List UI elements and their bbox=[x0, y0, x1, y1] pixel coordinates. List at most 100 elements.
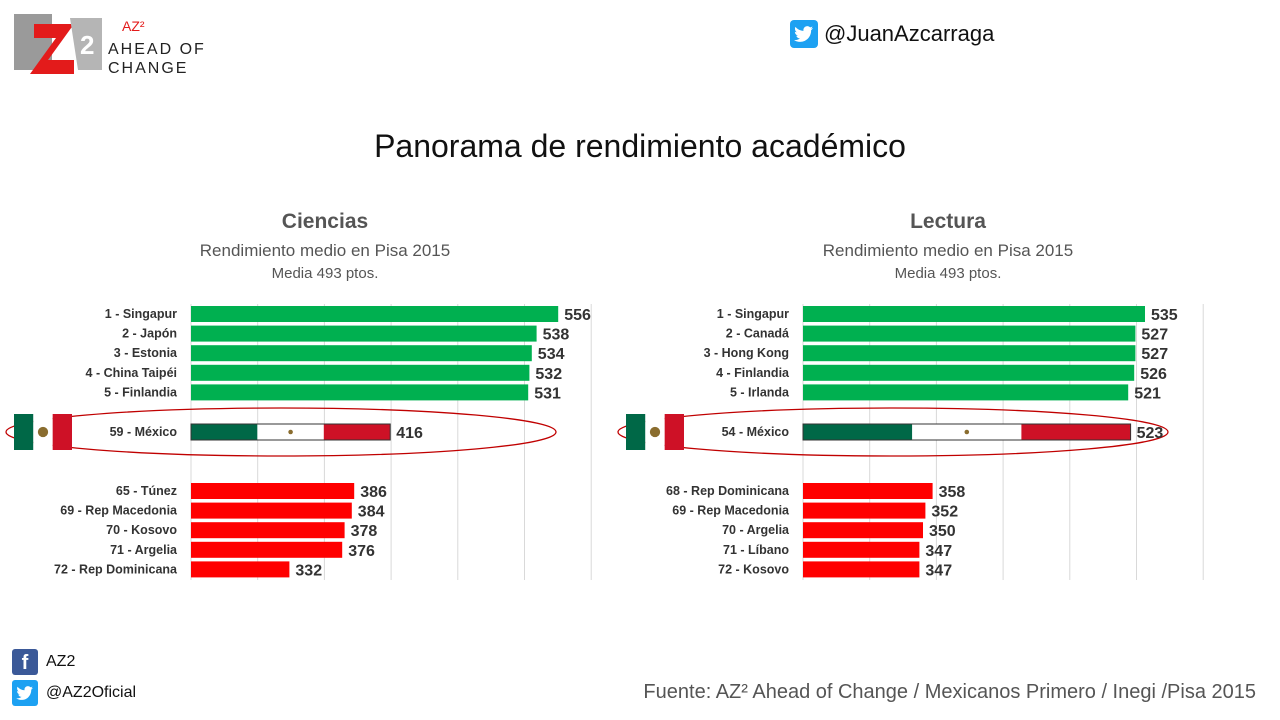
facebook-text: AZ2 bbox=[46, 653, 76, 670]
lectura-bar-6 bbox=[803, 483, 933, 499]
ciencias-mexico-ellipse bbox=[5, 407, 557, 457]
lectura-mexico-bar bbox=[803, 424, 1131, 440]
lectura-label-10: 72 - Kosovo bbox=[718, 562, 789, 576]
lectura-bar-9 bbox=[803, 541, 920, 558]
ciencias-mexico-flag-icon-green bbox=[14, 414, 34, 450]
ciencias-value-2: 534 bbox=[538, 346, 565, 363]
lectura-value-4: 521 bbox=[1134, 385, 1161, 402]
lectura-bar-7 bbox=[803, 502, 926, 519]
lectura-label-8: 70 - Argelia bbox=[722, 523, 790, 537]
ciencias-label-1: 2 - Japón bbox=[122, 327, 177, 341]
source-note: Fuente: AZ² Ahead of Change / Mexicanos … bbox=[643, 681, 1256, 703]
twitter-footer-icon bbox=[12, 680, 38, 706]
lectura-value-10: 347 bbox=[925, 562, 952, 579]
twitter-handle-text: @JuanAzcarraga bbox=[824, 21, 995, 46]
ciencias-mexico-flag-icon bbox=[14, 414, 72, 450]
ciencias-label-8: 70 - Kosovo bbox=[106, 523, 177, 537]
lectura-value-6: 358 bbox=[939, 484, 966, 501]
lectura-value-7: 352 bbox=[931, 504, 958, 521]
twitter-footer-link[interactable]: @AZ2Oficial bbox=[12, 680, 136, 706]
ciencias-value-6: 386 bbox=[360, 484, 387, 501]
ciencias-label-10: 72 - Rep Dominicana bbox=[54, 562, 178, 576]
lectura-value-1: 527 bbox=[1141, 327, 1168, 344]
ciencias-bar-1 bbox=[191, 325, 537, 342]
lectura-mexico-flag-icon bbox=[626, 414, 684, 450]
lectura-mexico-flag-icon-red bbox=[664, 414, 684, 450]
ciencias-bar-8 bbox=[191, 522, 345, 539]
ciencias-bar-9 bbox=[191, 541, 343, 558]
lectura-value-8: 350 bbox=[929, 523, 956, 540]
lectura-mexico-bar-green bbox=[803, 424, 913, 440]
page-title: Panorama de rendimiento académico bbox=[374, 128, 906, 164]
ciencias-label-9: 71 - Argelia bbox=[110, 543, 178, 557]
ciencias-chart: 1 - Singapur 556 2 - Japón 538 3 - Estonia 53… bbox=[5, 304, 592, 580]
ciencias-label-7: 69 - Rep Macedonia bbox=[60, 504, 178, 518]
ciencias-subtitle: Rendimiento medio en Pisa 2015 bbox=[199, 241, 451, 260]
lectura-label-6: 68 - Rep Dominicana bbox=[666, 484, 790, 498]
ciencias-bar-4 bbox=[191, 384, 529, 401]
logo-line-1: AHEAD OF bbox=[108, 41, 206, 58]
ciencias-value-7: 384 bbox=[358, 504, 385, 521]
lectura-value-5: 523 bbox=[1137, 425, 1164, 442]
ciencias-mexico-bar-outline bbox=[190, 423, 391, 441]
lectura-bar-0 bbox=[803, 306, 1145, 322]
lectura-label-7: 69 - Rep Macedonia bbox=[672, 504, 790, 518]
ciencias-bar-7 bbox=[191, 502, 352, 519]
ciencias-value-3: 532 bbox=[535, 366, 562, 383]
ciencias-mexico-flag-icon-red bbox=[52, 414, 72, 450]
lectura-label-9: 71 - Líbano bbox=[723, 543, 789, 557]
lectura-value-9: 347 bbox=[925, 543, 952, 560]
lectura-label-0: 1 - Singapur bbox=[717, 307, 789, 321]
lectura-mexico-ellipse bbox=[617, 407, 1169, 457]
lectura-mexico-flag-icon-emblem bbox=[649, 426, 661, 438]
lectura-bar-8 bbox=[803, 522, 923, 539]
lectura-bar-4 bbox=[803, 384, 1129, 401]
ciencias-mexico-bar-emblem bbox=[288, 429, 293, 435]
ciencias-bar-3 bbox=[191, 364, 530, 381]
lectura-value-3: 526 bbox=[1140, 366, 1167, 383]
ciencias-mexico-flag-icon-emblem bbox=[37, 426, 49, 438]
logo-superscript: AZ² bbox=[122, 18, 145, 34]
ciencias-value-9: 376 bbox=[348, 543, 375, 560]
twitter-icon bbox=[790, 20, 818, 48]
ciencias-mexico-bar-green bbox=[191, 424, 258, 440]
lectura-chart: 1 - Singapur 535 2 - Canadá 527 3 - Hong Kon… bbox=[617, 304, 1204, 580]
ciencias-bar-6 bbox=[191, 483, 355, 499]
ciencias-value-4: 531 bbox=[534, 385, 561, 402]
lectura-bar-1 bbox=[803, 325, 1136, 342]
ciencias-bar-0 bbox=[191, 306, 559, 322]
ciencias-label-5: 59 - México bbox=[110, 425, 178, 439]
lectura-label-5: 54 - México bbox=[722, 425, 790, 439]
ciencias-value-10: 332 bbox=[295, 562, 322, 579]
ciencias-value-8: 378 bbox=[351, 523, 378, 540]
ciencias-bar-10 bbox=[191, 561, 290, 578]
ciencias-value-1: 538 bbox=[543, 327, 570, 344]
twitter-handle-header[interactable]: @JuanAzcarraga bbox=[790, 20, 994, 48]
ciencias-label-6: 65 - Túnez bbox=[116, 484, 177, 498]
ciencias-value-5: 416 bbox=[396, 425, 423, 442]
lectura-value-0: 535 bbox=[1151, 307, 1178, 324]
lectura-bar-2 bbox=[803, 345, 1136, 362]
facebook-icon: f bbox=[12, 649, 38, 675]
az2-logo: 2 bbox=[12, 10, 104, 78]
lectura-subtitle: Rendimiento medio en Pisa 2015 bbox=[822, 241, 1074, 260]
lectura-value-2: 527 bbox=[1141, 346, 1168, 363]
twitter-footer-text: @AZ2Oficial bbox=[46, 684, 137, 701]
lectura-mexico-flag-icon-green bbox=[626, 414, 646, 450]
ciencias-mexico-bar-red bbox=[323, 424, 391, 440]
lectura-label-1: 2 - Canadá bbox=[726, 327, 789, 341]
lectura-bar-3 bbox=[803, 364, 1135, 381]
ciencias-label-0: 1 - Singapur bbox=[105, 307, 177, 321]
ciencias-title: Ciencias bbox=[281, 210, 369, 233]
svg-text:2: 2 bbox=[80, 30, 94, 60]
ciencias-label-3: 4 - China Taipéi bbox=[86, 366, 177, 380]
ciencias-bar-2 bbox=[191, 345, 532, 362]
logo-line-2: CHANGE bbox=[108, 60, 189, 77]
lectura-mexico-bar-outline bbox=[802, 423, 1132, 441]
lectura-media: Media 493 ptos. bbox=[894, 265, 1002, 282]
facebook-link[interactable]: f AZ2 bbox=[12, 649, 75, 675]
lectura-title: Lectura bbox=[910, 210, 986, 233]
ciencias-label-4: 5 - Finlandia bbox=[104, 385, 178, 399]
lectura-label-2: 3 - Hong Kong bbox=[704, 346, 789, 360]
ciencias-label-2: 3 - Estonia bbox=[114, 346, 178, 360]
